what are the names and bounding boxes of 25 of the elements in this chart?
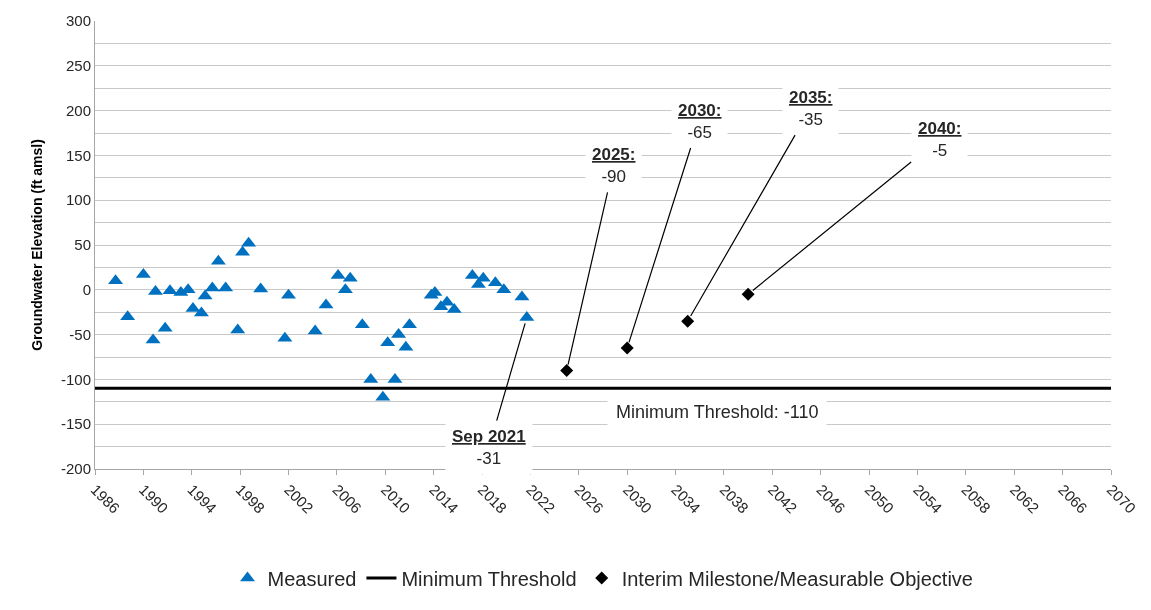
annotation: 2035: -35 [789,88,833,130]
annotation: 2030: -65 [678,101,722,143]
y-tick-label: -100 [60,370,91,388]
y-tick-label: -200 [60,460,91,478]
y-tick-label: 100 [65,191,91,209]
y-tick-label: 250 [65,57,91,75]
legend-label: Minimum Threshold [401,567,577,590]
y-tick-label: 200 [65,101,91,119]
annotation: Sep 2021 -31 [452,427,526,469]
legend-label: Interim Milestone/Measurable Objective [621,567,973,590]
y-tick-label: 300 [65,12,91,30]
point [560,363,574,377]
y-tick-label: -150 [60,415,91,433]
y-axis-title: Groundwater Elevation (ft amsl) [28,139,45,351]
annotation: 2040: -5 [918,119,962,161]
y-tick-label: 0 [82,281,91,299]
point [681,314,695,328]
point [741,287,755,301]
annotation: Minimum Threshold: -110 [616,402,819,422]
annotation: 2025: -90 [592,145,636,187]
y-tick-label: -50 [69,325,91,343]
y-tick-label: 150 [65,146,91,164]
y-tick-label: 50 [74,236,91,254]
legend-label: Measured [267,567,357,590]
point [620,341,634,355]
